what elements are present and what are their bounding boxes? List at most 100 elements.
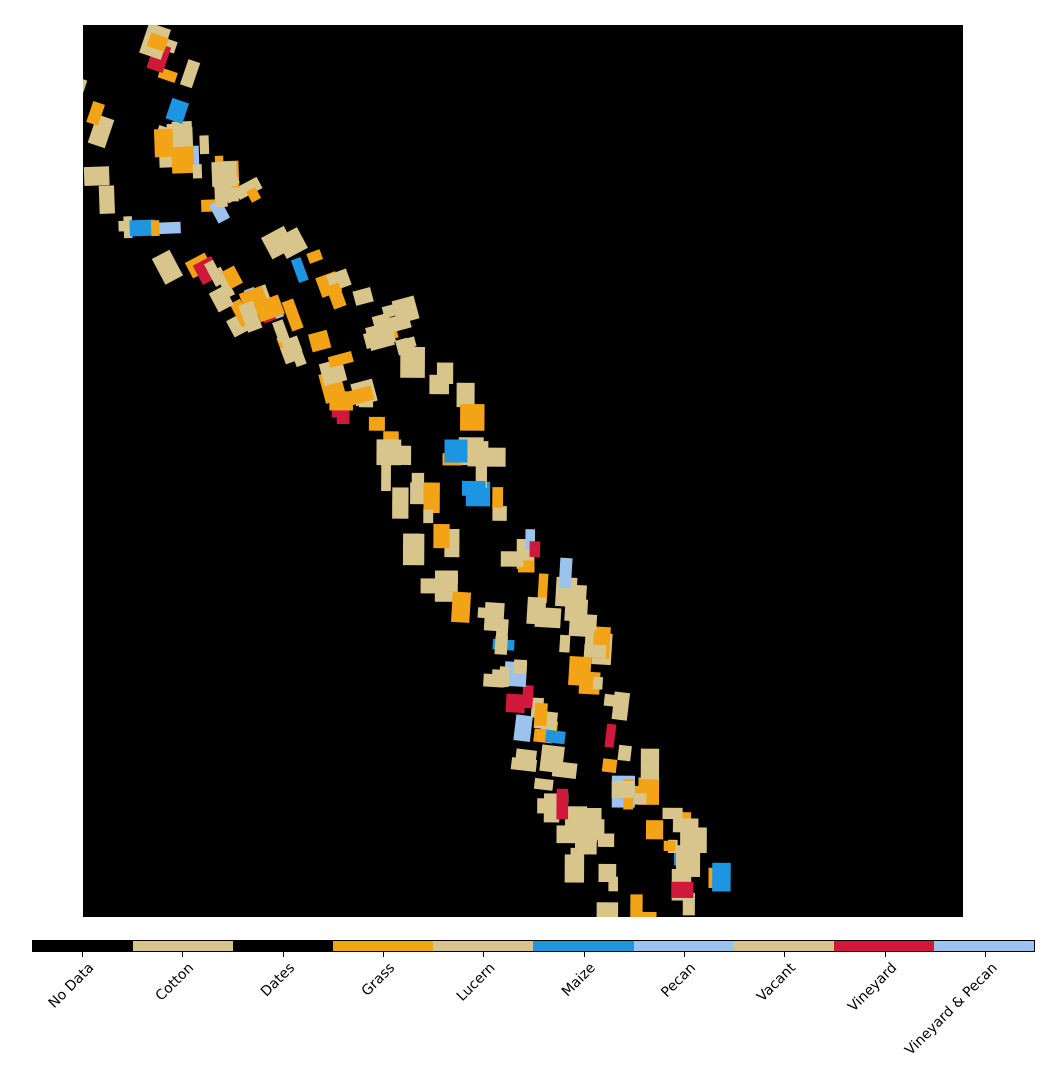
colorbar-tick-label: Maize (558, 960, 599, 1000)
colorbar-segment-vacant (733, 941, 834, 951)
field-parcel (611, 780, 635, 798)
colorbar-tick-label: Vineyard (844, 960, 900, 1016)
field-parcel (617, 744, 632, 762)
colorbar-segment-no-data (33, 941, 134, 951)
field-parcel (306, 249, 324, 264)
field-parcel (261, 225, 296, 260)
colorbar-segment-cotton (133, 941, 234, 951)
field-parcel (192, 164, 203, 179)
field-parcel (537, 573, 549, 604)
field-parcel (544, 729, 566, 745)
field-parcel (551, 760, 578, 779)
field-parcel (394, 445, 412, 465)
field-parcel (150, 220, 160, 237)
field-parcel (179, 59, 201, 89)
field-parcel (559, 634, 571, 653)
field-parcel (597, 833, 615, 847)
field-parcel (558, 557, 573, 589)
field-parcel (556, 788, 569, 820)
field-parcel (281, 335, 303, 357)
field-parcel (83, 166, 110, 187)
colorbar-tick-label: No Data (45, 960, 98, 1012)
field-parcel (151, 249, 184, 285)
field-parcel (211, 161, 238, 187)
field-parcel (570, 847, 584, 871)
field-parcel (663, 840, 676, 852)
field-parcel (272, 319, 290, 343)
field-parcel (662, 807, 683, 820)
field-parcel (307, 329, 332, 353)
field-parcel (598, 863, 617, 883)
field-parcel (199, 135, 210, 155)
field-parcel (400, 346, 425, 378)
colorbar-tick-label: Grass (358, 960, 399, 1000)
colorbar-tick (182, 952, 184, 957)
field-parcel (645, 820, 664, 840)
colorbar-tick-label: Cotton (153, 960, 198, 1005)
field-parcel (680, 830, 699, 857)
field-parcel (513, 659, 528, 675)
colorbar-tick (683, 952, 685, 957)
field-parcel (238, 300, 263, 333)
colorbar-tick-label: Dates (257, 960, 298, 1001)
field-parcel (395, 337, 412, 356)
land-use-map (83, 25, 963, 917)
field-parcel (234, 176, 263, 201)
colorbar-tick (383, 952, 385, 957)
field-parcel (204, 259, 225, 287)
field-parcel (498, 666, 510, 688)
field-parcel (597, 905, 610, 917)
colorbar-segment-vineyard-pecan (933, 941, 1034, 951)
colorbar-tick-label: Vacant (754, 960, 800, 1006)
field-parcel (533, 702, 548, 727)
field-parcel (611, 691, 631, 721)
field-parcel (433, 524, 450, 549)
colorbar (32, 940, 1035, 952)
field-parcel (483, 673, 505, 688)
field-parcel (556, 825, 582, 844)
field-parcel (640, 748, 660, 780)
field-parcel (601, 758, 618, 774)
field-parcel (461, 480, 486, 496)
field-parcel (371, 312, 397, 347)
field-parcel (402, 533, 425, 566)
field-parcel (368, 416, 385, 431)
field-parcel (604, 723, 617, 748)
field-parcel (451, 591, 472, 623)
field-parcel (129, 219, 156, 237)
field-parcel (281, 298, 304, 332)
colorbar-tick (282, 952, 284, 957)
field-parcel (712, 862, 731, 892)
field-parcel (290, 256, 309, 284)
field-parcel (633, 793, 647, 805)
field-parcel (434, 570, 458, 602)
field-parcel (494, 635, 508, 655)
field-parcel (583, 644, 607, 659)
field-parcel (529, 541, 541, 558)
field-parcel (253, 294, 285, 323)
field-parcel (347, 385, 375, 406)
field-parcel (492, 487, 504, 508)
field-parcel (327, 351, 354, 368)
field-parcel (208, 199, 231, 224)
field-parcel (429, 374, 450, 395)
field-parcel (526, 596, 547, 625)
field-parcel (381, 464, 391, 492)
field-parcel (477, 607, 499, 619)
field-parcel (157, 221, 181, 235)
field-parcel (564, 806, 588, 827)
field-parcel (392, 487, 409, 519)
colorbar-segment-maize (533, 941, 634, 951)
colorbar-tick-labels: No Data Cotton Dates Grass Lucern Maize Pecan V… (32, 952, 1035, 1067)
field-parcel (564, 598, 589, 622)
field-parcel (671, 881, 694, 898)
colorbar-segment-lucern (433, 941, 534, 951)
colorbar-tick (483, 952, 485, 957)
field-parcel (98, 185, 115, 214)
field-parcel (86, 100, 105, 126)
field-parcel (208, 285, 234, 313)
field-parcel (87, 114, 115, 149)
field-parcel (672, 818, 699, 833)
field-parcel (492, 506, 507, 521)
colorbar-segment-grass (333, 941, 434, 951)
